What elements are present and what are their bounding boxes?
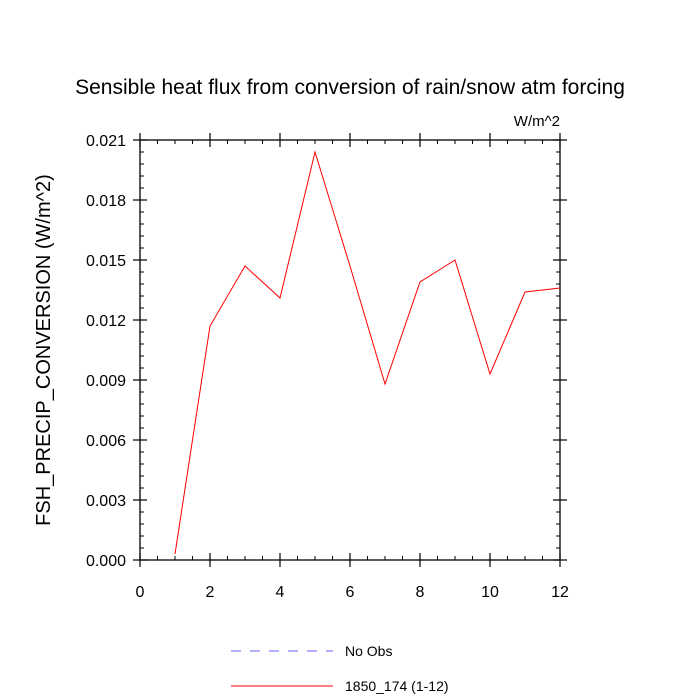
y-tick-label: 0.015 [86, 253, 126, 270]
series-line [174, 150, 561, 555]
y-tick-label: 0.018 [86, 193, 126, 210]
y-tick-label: 0.021 [86, 133, 126, 150]
chart-title: Sensible heat flux from conversion of ra… [75, 76, 625, 99]
y-tick-label: 0.012 [86, 313, 126, 330]
units-label: W/m^2 [514, 113, 560, 130]
x-tick-label: 2 [206, 584, 215, 601]
x-tick-label: 8 [416, 584, 425, 601]
legend: No Obs 1850_174 (1-12) [231, 643, 449, 694]
legend-label: 1850_174 (1-12) [345, 678, 449, 694]
series-lines [174, 150, 561, 555]
x-tick-labels: 0 2 4 6 8 10 12 [136, 584, 569, 601]
plot-frame [139, 139, 561, 561]
y-tick-label: 0.000 [86, 553, 126, 570]
axis-ticks [133, 133, 567, 567]
y-tick-label: 0.003 [86, 493, 126, 510]
x-tick-label: 10 [481, 584, 499, 601]
x-tick-label: 6 [346, 584, 355, 601]
y-axis-label: FSH_PRECIP_CONVERSION (W/m^2) [33, 174, 55, 526]
x-tick-label: 0 [136, 584, 145, 601]
x-tick-label: 12 [551, 584, 569, 601]
x-tick-label: 4 [276, 584, 285, 601]
y-tick-label: 0.009 [86, 373, 126, 390]
legend-label: No Obs [345, 643, 392, 659]
y-tick-label: 0.006 [86, 433, 126, 450]
y-tick-labels: 0.000 0.003 0.006 0.009 0.012 0.015 0.018 0.021 [86, 133, 126, 570]
